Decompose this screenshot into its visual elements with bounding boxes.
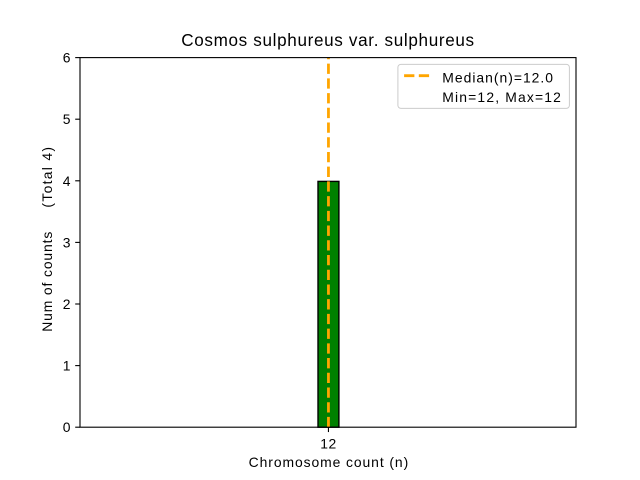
svg-text:4: 4 xyxy=(63,173,71,189)
svg-text:Cosmos sulphureus var. sulphur: Cosmos sulphureus var. sulphureus xyxy=(181,31,475,50)
svg-text:Min=12, Max=12: Min=12, Max=12 xyxy=(442,89,562,105)
svg-text:3: 3 xyxy=(63,234,71,250)
svg-text:5: 5 xyxy=(63,111,71,127)
svg-text:12: 12 xyxy=(320,435,336,451)
svg-text:Median(n)=12.0: Median(n)=12.0 xyxy=(442,69,554,85)
svg-text:0: 0 xyxy=(63,419,71,435)
svg-text:6: 6 xyxy=(63,50,71,66)
svg-text:1: 1 xyxy=(63,358,71,374)
svg-text:Num of counts: Num of counts xyxy=(39,231,55,332)
svg-text:Chromosome count (n): Chromosome count (n) xyxy=(249,454,409,470)
svg-text:(Total 4): (Total 4) xyxy=(39,146,55,208)
svg-text:2: 2 xyxy=(63,296,71,312)
